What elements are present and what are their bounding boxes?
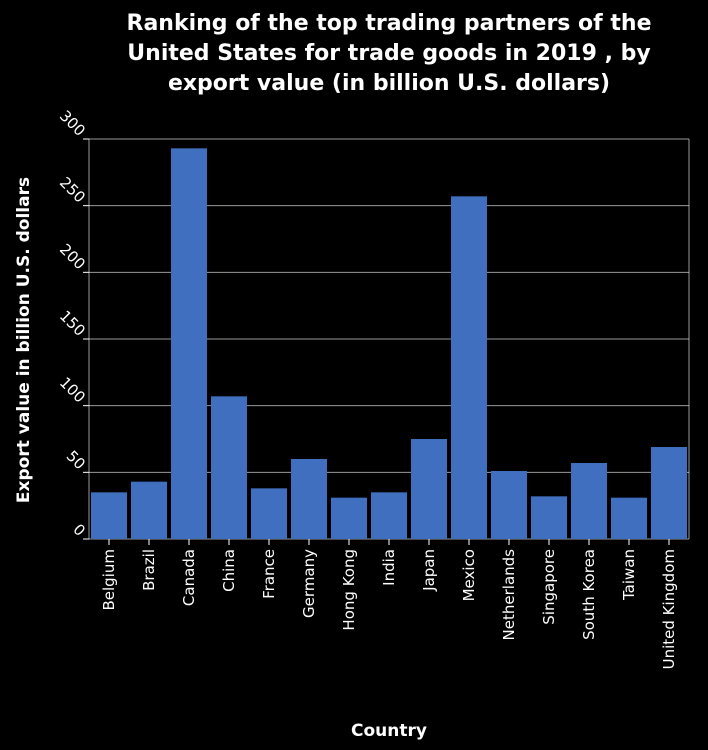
x-tick-label: China — [220, 549, 238, 592]
y-tick-label: 100 — [56, 374, 89, 407]
bar-singapore — [531, 496, 567, 539]
x-tick-label: Brazil — [140, 549, 158, 591]
chart-title-line-2: United States for trade goods in 2019 , … — [127, 41, 650, 66]
bar-united-kingdom — [651, 447, 687, 539]
bar-taiwan — [611, 497, 647, 539]
x-tick-label: Japan — [420, 549, 438, 592]
bar-canada — [171, 148, 207, 540]
bar-south-korea — [571, 463, 607, 539]
bar-belgium — [91, 492, 127, 539]
bar-china — [211, 396, 247, 539]
bar-india — [371, 492, 407, 539]
y-tick-label: 250 — [56, 174, 89, 207]
x-tick-label: France — [260, 549, 278, 599]
bar-japan — [411, 439, 447, 539]
x-tick-label: Singapore — [540, 549, 558, 625]
chart-title-line-3: export value (in billion U.S. dollars) — [168, 71, 610, 96]
x-tick-label: Hong Kong — [340, 549, 358, 631]
y-tick-label: 300 — [56, 107, 89, 140]
bar-hong-kong — [331, 497, 367, 539]
y-axis-label: Export value in billion U.S. dollars — [14, 177, 34, 503]
x-tick-label: Belgium — [100, 549, 118, 611]
bar-mexico — [451, 196, 487, 540]
x-tick-label: Canada — [180, 549, 198, 606]
x-axis-label: Country — [351, 721, 427, 741]
x-tick-label: Netherlands — [500, 549, 518, 641]
y-tick-label: 150 — [56, 307, 89, 340]
x-tick-label: South Korea — [580, 549, 598, 640]
x-tick-label: United Kingdom — [660, 549, 678, 669]
bars — [91, 148, 687, 540]
x-tick-label: Taiwan — [620, 549, 638, 601]
y-tick-label: 50 — [63, 447, 89, 473]
bar-brazil — [131, 481, 167, 539]
x-tick-label: Mexico — [460, 549, 478, 601]
bar-netherlands — [491, 471, 527, 539]
y-tick-label: 200 — [56, 240, 89, 273]
x-tick-label: Germany — [300, 549, 318, 618]
bar-france — [251, 488, 287, 539]
x-tick-label: India — [380, 549, 398, 586]
chart-title-line-1: Ranking of the top trading partners of t… — [127, 11, 652, 36]
x-axis-ticks: Belgium Brazil Canada China France Germany Hon… — [100, 539, 678, 669]
bar-germany — [291, 459, 327, 539]
y-tick-label: 0 — [69, 520, 88, 539]
y-axis-ticks: 0 50 100 150 200 250 300 — [56, 107, 89, 540]
